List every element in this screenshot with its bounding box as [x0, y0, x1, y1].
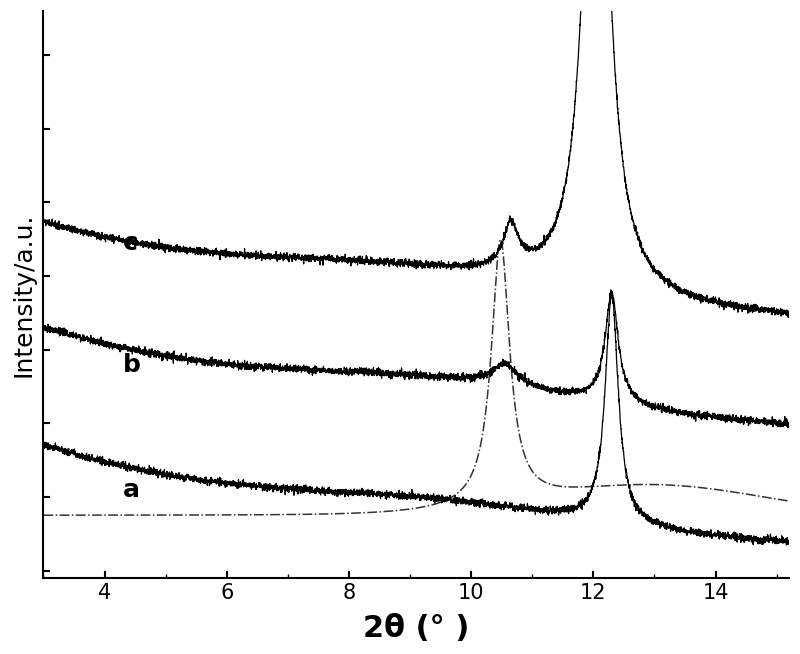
Text: c: c: [123, 232, 138, 255]
Text: b: b: [123, 353, 141, 377]
Text: a: a: [123, 478, 140, 502]
X-axis label: 2θ (° ): 2θ (° ): [363, 614, 470, 643]
Y-axis label: Intensity/a.u.: Intensity/a.u.: [11, 213, 35, 377]
